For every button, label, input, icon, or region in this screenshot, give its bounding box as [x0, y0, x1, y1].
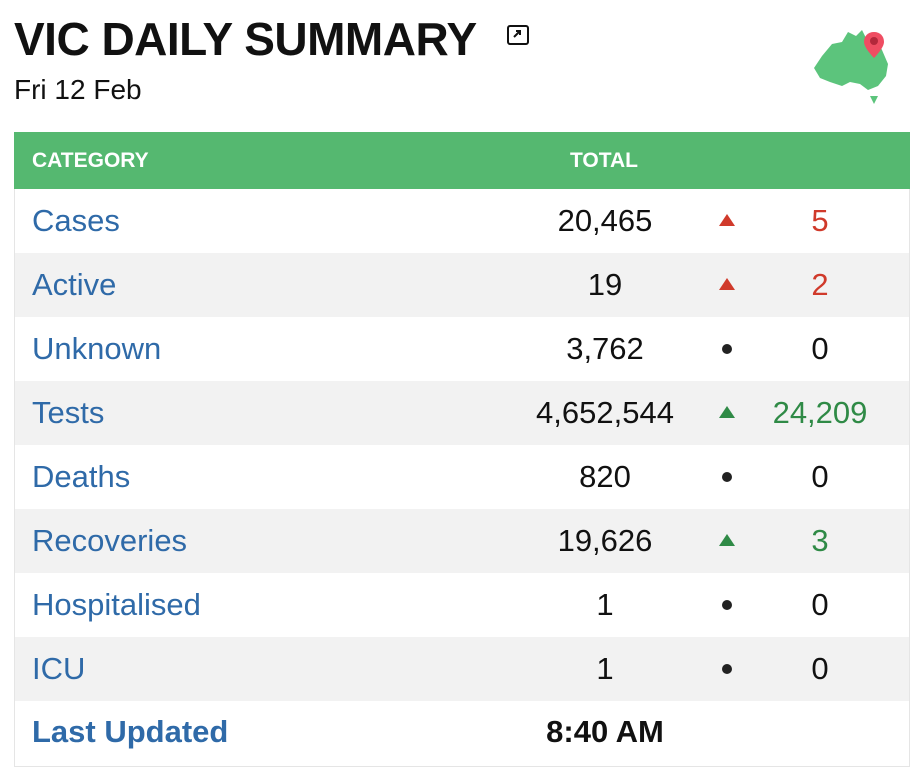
- table-row: Active 19 2: [15, 253, 909, 317]
- category-link[interactable]: Active: [32, 267, 117, 302]
- dot-icon: [715, 637, 739, 701]
- table-row: ICU 1 0: [15, 637, 909, 701]
- up-arrow-icon: [715, 189, 739, 253]
- up-arrow-icon: [715, 253, 739, 317]
- last-updated-link[interactable]: Last Updated: [32, 714, 229, 749]
- change-value: 3: [811, 523, 829, 558]
- table-row: Cases 20,465 5: [15, 189, 909, 253]
- table-row: Tests 4,652,544 24,209: [15, 381, 909, 445]
- dot-icon: [715, 317, 739, 381]
- change-value: 0: [811, 331, 829, 366]
- column-header-total: TOTAL: [569, 149, 639, 172]
- table-header: CATEGORY TOTAL: [14, 132, 910, 189]
- up-arrow-icon: [715, 381, 739, 445]
- change-value: 0: [811, 587, 829, 622]
- summary-date: Fri 12 Feb: [14, 74, 142, 105]
- change-value: 5: [811, 203, 829, 238]
- category-link[interactable]: Recoveries: [32, 523, 188, 558]
- change-value: 0: [811, 651, 829, 686]
- total-value: 820: [579, 459, 631, 494]
- total-value: 1: [596, 651, 614, 686]
- category-link[interactable]: Hospitalised: [32, 587, 201, 622]
- page-title: VIC DAILY SUMMARY: [14, 13, 477, 65]
- total-value: 19: [587, 267, 623, 302]
- australia-map-pin-icon: [814, 30, 888, 104]
- category-link[interactable]: Cases: [32, 203, 120, 238]
- total-value: 1: [596, 587, 614, 622]
- category-link[interactable]: Deaths: [32, 459, 131, 494]
- up-arrow-icon: [715, 509, 739, 573]
- expand-icon[interactable]: [507, 25, 529, 45]
- change-value: 2: [811, 267, 829, 302]
- table-row: Deaths 820 0: [15, 445, 909, 509]
- last-updated-row: Last Updated 8:40 AM: [15, 700, 909, 766]
- table-row: Unknown 3,762 0: [15, 317, 909, 381]
- category-link[interactable]: Unknown: [32, 331, 162, 366]
- table-row: Recoveries 19,626 3: [15, 509, 909, 573]
- change-value: 24,209: [772, 395, 868, 430]
- category-link[interactable]: ICU: [32, 651, 86, 686]
- table-row: Hospitalised 1 0: [15, 573, 909, 637]
- total-value: 20,465: [557, 203, 653, 238]
- last-updated-time: 8:40 AM: [546, 714, 664, 749]
- total-value: 3,762: [566, 331, 644, 366]
- change-value: 0: [811, 459, 829, 494]
- category-link[interactable]: Tests: [32, 395, 105, 430]
- column-header-category: CATEGORY: [32, 149, 149, 172]
- dot-icon: [715, 573, 739, 637]
- total-value: 4,652,544: [536, 395, 674, 430]
- summary-table: CATEGORY TOTAL Cases 20,465 5 Active 19 …: [14, 132, 910, 767]
- total-value: 19,626: [557, 523, 653, 558]
- dot-icon: [715, 445, 739, 509]
